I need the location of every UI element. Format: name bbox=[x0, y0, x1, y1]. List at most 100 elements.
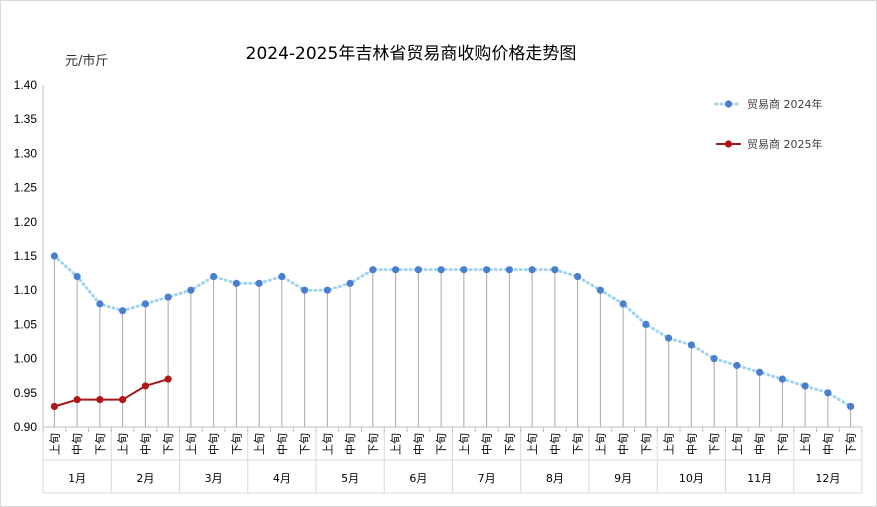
data-point bbox=[687, 341, 695, 349]
data-point bbox=[119, 307, 127, 315]
data-point bbox=[505, 266, 513, 274]
x-tick-label: 中旬 bbox=[617, 433, 630, 455]
data-point bbox=[574, 272, 582, 281]
month-label: 5月 bbox=[341, 472, 359, 485]
x-tick-label: 上旬 bbox=[321, 433, 334, 455]
series-layer bbox=[50, 252, 855, 411]
data-point bbox=[483, 266, 491, 274]
series-2 bbox=[50, 375, 172, 411]
y-tick-label: 1.40 bbox=[14, 78, 38, 92]
month-label: 12月 bbox=[815, 472, 840, 485]
x-tick-label: 下旬 bbox=[776, 433, 789, 455]
x-tick-label: 上旬 bbox=[48, 433, 61, 455]
data-point bbox=[50, 252, 58, 260]
x-tick-label: 下旬 bbox=[94, 433, 107, 455]
legend-label: 贸易商 2024年 bbox=[747, 97, 823, 111]
data-point bbox=[164, 375, 172, 383]
x-tick-label: 中旬 bbox=[822, 433, 835, 455]
data-point bbox=[73, 272, 81, 281]
data-point bbox=[710, 355, 718, 363]
x-tick-label: 上旬 bbox=[117, 433, 130, 455]
y-tick-label: 1.20 bbox=[14, 215, 38, 229]
data-point bbox=[119, 396, 127, 404]
data-point bbox=[665, 334, 673, 342]
month-label: 6月 bbox=[409, 472, 427, 485]
x-tick-label: 中旬 bbox=[549, 433, 562, 455]
data-point bbox=[141, 382, 149, 390]
data-point bbox=[528, 266, 536, 274]
legend-swatch-marker bbox=[724, 140, 733, 148]
x-tick-label: 中旬 bbox=[481, 433, 494, 455]
data-point bbox=[346, 279, 354, 287]
month-label: 2月 bbox=[136, 472, 154, 485]
x-tick-label: 中旬 bbox=[344, 433, 357, 455]
data-point bbox=[232, 279, 240, 287]
data-point bbox=[551, 266, 559, 274]
month-label: 10月 bbox=[679, 472, 704, 485]
series-line bbox=[52, 254, 853, 408]
data-point bbox=[824, 389, 832, 397]
x-tick-label: 上旬 bbox=[185, 433, 198, 455]
x-tick-label: 中旬 bbox=[71, 433, 84, 455]
data-point bbox=[756, 368, 764, 376]
data-point bbox=[778, 375, 786, 383]
data-point bbox=[392, 266, 400, 274]
x-tick-label: 上旬 bbox=[594, 433, 607, 455]
month-label: 1月 bbox=[68, 472, 86, 485]
x-tick-label: 下旬 bbox=[367, 433, 380, 455]
data-point bbox=[164, 293, 172, 301]
x-tick-label: 中旬 bbox=[412, 433, 425, 455]
month-label: 11月 bbox=[747, 472, 772, 485]
data-point bbox=[50, 402, 58, 411]
x-tick-label: 上旬 bbox=[390, 433, 403, 455]
data-point bbox=[801, 382, 809, 390]
y-tick-label: 1.10 bbox=[14, 283, 38, 297]
x-tick-label: 下旬 bbox=[299, 433, 312, 455]
month-label: 4月 bbox=[273, 472, 291, 485]
y-tick-label: 0.95 bbox=[14, 386, 38, 400]
y-tick-label: 1.05 bbox=[14, 317, 38, 331]
x-tick-label: 上旬 bbox=[799, 433, 812, 455]
data-point bbox=[414, 266, 422, 274]
x-tick-label: 下旬 bbox=[230, 433, 243, 455]
x-tick-label: 下旬 bbox=[708, 433, 721, 455]
series-line bbox=[54, 378, 169, 408]
x-tick-label: 上旬 bbox=[526, 433, 539, 455]
legend-label: 贸易商 2025年 bbox=[747, 137, 823, 151]
y-tick-label: 1.00 bbox=[14, 352, 38, 366]
legend-item: 贸易商 2025年 bbox=[716, 137, 823, 151]
x-tick-label: 中旬 bbox=[754, 433, 767, 455]
unit-label: 元/市斤 bbox=[65, 53, 108, 69]
data-point bbox=[278, 272, 286, 281]
data-point bbox=[210, 272, 218, 281]
chart-title: 2024-2025年吉林省贸易商收购价格走势图 bbox=[246, 44, 577, 64]
month-label: 9月 bbox=[614, 472, 632, 485]
data-point bbox=[619, 300, 627, 308]
data-point bbox=[73, 396, 81, 404]
y-tick-label: 1.15 bbox=[14, 249, 38, 263]
x-tick-label: 中旬 bbox=[685, 433, 698, 455]
data-point bbox=[437, 266, 445, 274]
data-point bbox=[847, 402, 855, 411]
axes bbox=[42, 85, 863, 494]
x-tick-label: 下旬 bbox=[162, 433, 175, 455]
x-axis-categories: 上旬 中旬 下旬 上旬 中旬 下旬 上旬 中旬 下旬 上旬 中旬 下旬 上旬 中旬 下旬 上旬 中旬 下旬 上旬 中旬… bbox=[48, 433, 857, 485]
data-point bbox=[596, 286, 604, 294]
legend-swatch-marker bbox=[724, 100, 733, 108]
x-tick-label: 中旬 bbox=[276, 433, 289, 455]
data-point bbox=[733, 361, 741, 370]
x-tick-label: 中旬 bbox=[139, 433, 152, 455]
x-tick-label: 中旬 bbox=[208, 433, 221, 455]
x-tick-label: 下旬 bbox=[503, 433, 516, 455]
data-point bbox=[187, 286, 195, 294]
data-point bbox=[96, 396, 104, 404]
data-point bbox=[323, 286, 331, 294]
series-1 bbox=[50, 252, 855, 411]
month-label: 8月 bbox=[546, 472, 564, 485]
y-tick-label: 1.35 bbox=[14, 112, 38, 126]
x-tick-label: 下旬 bbox=[845, 433, 858, 455]
data-point bbox=[96, 300, 104, 308]
